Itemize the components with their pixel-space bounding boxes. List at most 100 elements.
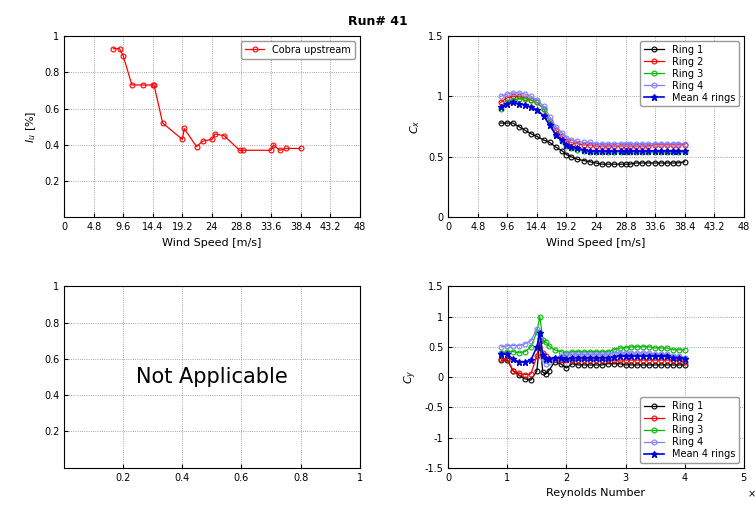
Ring 1 [644, 160, 653, 166]
Mean 4 rings [610, 148, 619, 154]
Ring 3 [591, 149, 600, 155]
Ring 3 [610, 149, 619, 155]
Mean 4 rings [680, 356, 689, 362]
Ring 1 [503, 120, 512, 126]
Ring 1 [639, 362, 648, 368]
Mean 4 rings [497, 351, 506, 357]
Ring 4 [526, 338, 535, 344]
Ring 2 [527, 97, 536, 103]
Mean 4 rings [503, 101, 512, 107]
Mean 4 rings [603, 355, 612, 361]
Ring 3 [579, 148, 588, 154]
Ring 1 [503, 357, 512, 363]
Ring 4 [539, 103, 548, 109]
Line: Mean 4 rings: Mean 4 rings [498, 329, 688, 365]
Ring 1 [609, 361, 618, 367]
Mean 4 rings [539, 113, 548, 119]
Ring 2 [526, 371, 535, 377]
Ring 1 [580, 362, 589, 368]
Cobra upstream [211, 131, 220, 137]
Cobra upstream [235, 147, 244, 153]
Ring 3 [496, 105, 505, 112]
Ring 1 [568, 361, 577, 367]
Ring 3 [567, 145, 576, 152]
Ring 1 [621, 161, 630, 167]
Ring 4 [521, 91, 530, 97]
Ring 4 [651, 140, 660, 146]
Ring 1 [567, 154, 576, 160]
Ring 4 [680, 355, 689, 361]
Ring 3 [538, 337, 547, 343]
Ring 3 [585, 149, 594, 155]
Ring 1 [662, 362, 671, 368]
Ring 4 [625, 140, 634, 146]
Ring 1 [591, 362, 600, 368]
Ring 3 [550, 347, 559, 353]
Ring 2 [591, 357, 600, 363]
Mean 4 rings [609, 354, 618, 360]
Mean 4 rings [562, 356, 571, 362]
Cobra upstream [109, 46, 118, 52]
Mean 4 rings [597, 355, 606, 361]
Cobra upstream [198, 138, 207, 144]
Cobra upstream [119, 53, 128, 59]
Ring 1 [651, 160, 660, 166]
Mean 4 rings [591, 148, 600, 154]
Ring 3 [616, 149, 625, 155]
Ring 3 [509, 348, 518, 355]
Mean 4 rings [637, 148, 646, 154]
Ring 1 [651, 362, 660, 368]
Ring 4 [497, 344, 506, 350]
Ring 4 [598, 140, 607, 146]
Mean 4 rings [656, 148, 665, 154]
Mean 4 rings [662, 148, 671, 154]
Ring 2 [645, 357, 654, 363]
Text: $\times\,10^5$: $\times\,10^5$ [747, 486, 755, 500]
Legend: Ring 1, Ring 2, Ring 3, Ring 4, Mean 4 rings: Ring 1, Ring 2, Ring 3, Ring 4, Mean 4 r… [640, 41, 739, 106]
Mean 4 rings [585, 148, 594, 154]
Ring 3 [662, 149, 671, 155]
Cobra upstream [178, 136, 187, 142]
Ring 3 [674, 347, 683, 353]
Ring 3 [503, 348, 512, 355]
Ring 3 [656, 345, 665, 351]
Mean 4 rings [573, 145, 582, 152]
Ring 4 [616, 140, 625, 146]
Cobra upstream [267, 147, 276, 153]
Ring 3 [515, 350, 524, 356]
Ring 2 [551, 127, 560, 134]
Ring 3 [526, 344, 535, 350]
Cobra upstream [281, 145, 290, 152]
Ring 3 [558, 138, 567, 144]
Ring 1 [514, 123, 523, 130]
Ring 1 [662, 160, 671, 166]
Ring 1 [680, 362, 689, 368]
Ring 1 [527, 131, 536, 137]
Legend: Cobra upstream: Cobra upstream [241, 41, 355, 59]
Ring 2 [580, 357, 589, 363]
Mean 4 rings [567, 144, 576, 150]
Ring 1 [603, 361, 612, 367]
Ring 1 [551, 144, 560, 150]
Mean 4 rings [521, 102, 530, 108]
Mean 4 rings [514, 101, 523, 107]
X-axis label: Reynolds Number: Reynolds Number [547, 488, 646, 498]
Ring 3 [603, 348, 612, 355]
Mean 4 rings [627, 353, 636, 359]
Mean 4 rings [526, 357, 535, 363]
Ring 1 [496, 120, 505, 126]
Ring 1 [532, 368, 541, 374]
Ring 3 [514, 96, 523, 102]
Ring 2 [579, 142, 588, 148]
Ring 1 [515, 372, 524, 378]
Ring 4 [639, 350, 648, 356]
Ring 1 [674, 160, 683, 166]
Mean 4 rings [509, 356, 518, 362]
Cobra upstream [208, 136, 217, 142]
Ring 2 [610, 143, 619, 149]
Mean 4 rings [532, 344, 541, 350]
Mean 4 rings [562, 142, 571, 148]
Ring 3 [527, 97, 536, 103]
Ring 4 [644, 140, 653, 146]
Ring 3 [662, 345, 671, 351]
